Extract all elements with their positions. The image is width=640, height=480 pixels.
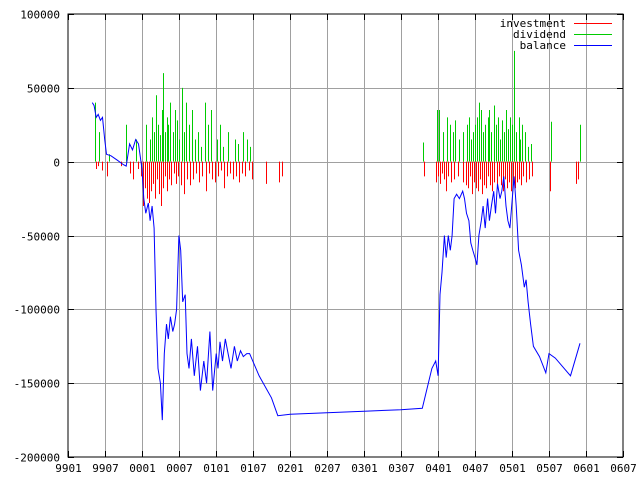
x-tick-label: 0001 [129, 462, 156, 475]
y-tick-label: -100000 [14, 304, 60, 317]
x-tick-label: 0607 [610, 462, 637, 475]
plot-border [67, 13, 624, 458]
x-tick-label: 0407 [462, 462, 489, 475]
x-tick-label: 9907 [92, 462, 119, 475]
y-tick-label: 0 [53, 157, 60, 170]
x-tick-label: 0101 [203, 462, 230, 475]
impulse-layer [95, 50, 581, 206]
x-tick-label: 0601 [573, 462, 600, 475]
x-tick-label: 0007 [166, 462, 193, 475]
x-tick-label: 0401 [425, 462, 452, 475]
balance-line [91, 102, 581, 421]
x-tick-label: 0107 [240, 462, 267, 475]
y-tick-label: -200000 [14, 452, 60, 465]
legend-label-investment: investment [500, 17, 566, 30]
x-tick-label: 9901 [55, 462, 82, 475]
legend-label-balance: balance [520, 39, 566, 52]
x-tick-label: 0207 [314, 462, 341, 475]
tick-layer: 9901 9907 0001 0007 0101 0107 0201 0207 0301 0307… [14, 9, 637, 476]
legend-label-dividend: dividend [513, 28, 566, 41]
x-tick-label: 0501 [499, 462, 526, 475]
x-tick-label: 0201 [277, 462, 304, 475]
y-tick-label: -50000 [20, 231, 60, 244]
y-tick-label: 50000 [27, 83, 60, 96]
y-tick-label: 100000 [20, 9, 60, 22]
x-tick-label: 0307 [388, 462, 415, 475]
x-tick-label: 0301 [351, 462, 378, 475]
line-layer [91, 102, 581, 421]
grid-layer [68, 14, 623, 457]
y-tick-label: -150000 [14, 378, 60, 391]
x-tick-label: 0507 [536, 462, 563, 475]
